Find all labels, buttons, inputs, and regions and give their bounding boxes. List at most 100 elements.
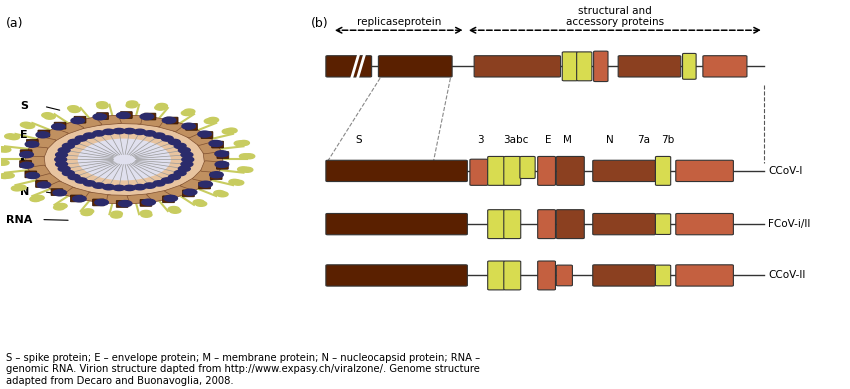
FancyBboxPatch shape — [210, 173, 222, 180]
Circle shape — [53, 190, 66, 196]
FancyBboxPatch shape — [27, 165, 51, 177]
FancyBboxPatch shape — [84, 192, 111, 203]
Text: S: S — [355, 135, 362, 145]
FancyBboxPatch shape — [676, 160, 734, 182]
FancyBboxPatch shape — [504, 261, 521, 290]
Circle shape — [55, 152, 67, 158]
FancyBboxPatch shape — [128, 194, 153, 204]
FancyBboxPatch shape — [562, 52, 577, 81]
Circle shape — [134, 129, 145, 135]
Circle shape — [238, 140, 249, 145]
Circle shape — [97, 102, 108, 107]
Circle shape — [0, 160, 9, 165]
FancyBboxPatch shape — [97, 113, 109, 119]
FancyBboxPatch shape — [180, 178, 208, 191]
Circle shape — [30, 196, 41, 202]
FancyBboxPatch shape — [64, 187, 93, 200]
Circle shape — [58, 147, 70, 153]
Circle shape — [240, 154, 251, 159]
Circle shape — [0, 173, 10, 179]
Text: E: E — [546, 135, 552, 145]
FancyBboxPatch shape — [140, 200, 152, 206]
Circle shape — [54, 205, 65, 210]
Circle shape — [77, 138, 171, 180]
FancyBboxPatch shape — [26, 156, 45, 167]
FancyBboxPatch shape — [35, 173, 62, 187]
Circle shape — [97, 103, 108, 109]
FancyBboxPatch shape — [20, 150, 32, 157]
Text: (b): (b) — [310, 17, 328, 30]
FancyBboxPatch shape — [212, 141, 224, 148]
Circle shape — [241, 167, 252, 172]
Circle shape — [56, 203, 67, 209]
Circle shape — [178, 166, 190, 172]
Circle shape — [199, 181, 212, 187]
Circle shape — [33, 195, 44, 200]
FancyBboxPatch shape — [167, 117, 178, 124]
Circle shape — [27, 116, 222, 203]
Circle shape — [235, 141, 246, 146]
Circle shape — [3, 173, 14, 178]
Circle shape — [215, 161, 229, 167]
FancyBboxPatch shape — [326, 56, 371, 77]
FancyBboxPatch shape — [538, 210, 555, 238]
FancyBboxPatch shape — [71, 195, 82, 202]
Circle shape — [226, 128, 237, 133]
Circle shape — [193, 200, 204, 205]
Circle shape — [244, 154, 255, 159]
FancyBboxPatch shape — [618, 56, 681, 77]
Circle shape — [140, 210, 151, 216]
FancyBboxPatch shape — [592, 265, 655, 286]
Circle shape — [184, 109, 195, 114]
FancyBboxPatch shape — [156, 119, 184, 131]
FancyBboxPatch shape — [538, 156, 555, 185]
FancyBboxPatch shape — [47, 181, 76, 194]
Text: M: M — [20, 158, 31, 168]
FancyBboxPatch shape — [504, 156, 521, 185]
FancyBboxPatch shape — [676, 265, 734, 286]
Circle shape — [0, 147, 7, 152]
Circle shape — [123, 185, 135, 191]
Circle shape — [198, 131, 212, 137]
FancyBboxPatch shape — [576, 52, 592, 81]
Circle shape — [168, 207, 179, 212]
Circle shape — [127, 101, 138, 106]
FancyBboxPatch shape — [121, 112, 133, 118]
Circle shape — [182, 123, 196, 129]
Circle shape — [229, 179, 240, 184]
Text: 3: 3 — [477, 135, 484, 145]
Circle shape — [103, 129, 115, 135]
FancyBboxPatch shape — [326, 160, 468, 182]
Circle shape — [52, 124, 65, 130]
Circle shape — [168, 139, 180, 145]
Circle shape — [26, 141, 39, 147]
Circle shape — [215, 151, 229, 157]
Circle shape — [69, 107, 80, 112]
Circle shape — [103, 184, 115, 190]
FancyBboxPatch shape — [197, 142, 221, 154]
FancyBboxPatch shape — [504, 210, 521, 238]
Circle shape — [37, 182, 51, 188]
Circle shape — [44, 114, 55, 119]
Circle shape — [214, 191, 225, 196]
FancyBboxPatch shape — [203, 152, 223, 163]
Circle shape — [181, 152, 193, 158]
Circle shape — [153, 133, 165, 138]
Circle shape — [76, 178, 88, 183]
Circle shape — [141, 212, 152, 217]
FancyBboxPatch shape — [74, 117, 102, 129]
Circle shape — [11, 186, 23, 191]
FancyBboxPatch shape — [183, 190, 195, 197]
Circle shape — [178, 147, 190, 153]
FancyBboxPatch shape — [520, 156, 536, 179]
Circle shape — [20, 152, 33, 158]
Text: S – spike protein; E – envelope protein; M – membrane protein; N – nucleocapsid : S – spike protein; E – envelope protein;… — [6, 352, 479, 386]
Text: N: N — [606, 135, 614, 145]
FancyBboxPatch shape — [55, 122, 84, 134]
FancyBboxPatch shape — [488, 156, 505, 185]
FancyBboxPatch shape — [40, 128, 68, 141]
FancyBboxPatch shape — [201, 131, 212, 138]
Text: 3abc: 3abc — [503, 135, 529, 145]
Circle shape — [15, 185, 26, 190]
Circle shape — [20, 122, 31, 127]
